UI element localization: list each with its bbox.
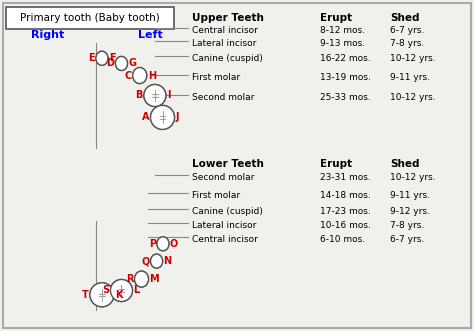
Text: N: N: [164, 256, 172, 266]
Text: 17-23 mos.: 17-23 mos.: [320, 207, 371, 216]
Text: Shed: Shed: [390, 13, 419, 23]
Text: Central incisor: Central incisor: [192, 235, 258, 244]
Text: 9-12 yrs.: 9-12 yrs.: [390, 207, 430, 216]
Text: O: O: [170, 239, 178, 249]
Text: Canine (cuspid): Canine (cuspid): [192, 207, 263, 216]
Ellipse shape: [96, 51, 108, 65]
Text: Lower Teeth: Lower Teeth: [192, 159, 264, 169]
FancyBboxPatch shape: [6, 7, 174, 29]
Ellipse shape: [90, 283, 114, 307]
Text: 16-22 mos.: 16-22 mos.: [320, 54, 371, 63]
Text: Shed: Shed: [390, 159, 419, 169]
Text: Q: Q: [141, 256, 150, 266]
Text: Second molar: Second molar: [192, 93, 255, 102]
Text: 14-18 mos.: 14-18 mos.: [320, 191, 371, 200]
Text: Lateral incisor: Lateral incisor: [192, 39, 256, 48]
Text: I: I: [167, 90, 170, 101]
Text: 9-11 yrs.: 9-11 yrs.: [390, 191, 430, 200]
Text: Central incisor: Central incisor: [192, 26, 258, 35]
Text: Second molar: Second molar: [192, 173, 255, 182]
Text: 9-13 mos.: 9-13 mos.: [320, 39, 365, 48]
Ellipse shape: [110, 279, 132, 302]
Text: Primary tooth (Baby tooth): Primary tooth (Baby tooth): [20, 13, 160, 23]
Text: R: R: [126, 274, 134, 284]
Text: T: T: [82, 290, 89, 300]
Ellipse shape: [133, 68, 147, 83]
Text: Canine (cuspid): Canine (cuspid): [192, 54, 263, 63]
FancyBboxPatch shape: [3, 3, 471, 328]
Text: F: F: [109, 53, 116, 63]
Text: 9-11 yrs.: 9-11 yrs.: [390, 73, 430, 82]
Text: B: B: [136, 90, 143, 101]
Text: 10-12 yrs.: 10-12 yrs.: [390, 93, 436, 102]
Text: E: E: [88, 53, 95, 63]
Text: 10-12 yrs.: 10-12 yrs.: [390, 173, 436, 182]
Text: K: K: [115, 290, 122, 300]
Text: L: L: [134, 285, 140, 296]
Ellipse shape: [135, 271, 148, 287]
Text: 6-7 yrs.: 6-7 yrs.: [390, 235, 424, 244]
Ellipse shape: [116, 57, 128, 71]
Ellipse shape: [144, 84, 166, 107]
Ellipse shape: [151, 254, 163, 268]
Text: 6-10 mos.: 6-10 mos.: [320, 235, 365, 244]
Text: P: P: [149, 239, 156, 249]
Text: J: J: [175, 113, 179, 122]
Ellipse shape: [133, 68, 147, 83]
Text: Erupt: Erupt: [320, 159, 352, 169]
Ellipse shape: [116, 57, 128, 71]
Text: 10-12 yrs.: 10-12 yrs.: [390, 54, 436, 63]
Ellipse shape: [157, 237, 169, 251]
Text: 25-33 mos.: 25-33 mos.: [320, 93, 371, 102]
Ellipse shape: [151, 254, 163, 268]
Text: Upper Teeth: Upper Teeth: [192, 13, 264, 23]
Text: 13-19 mos.: 13-19 mos.: [320, 73, 371, 82]
Text: A: A: [142, 113, 149, 122]
Text: M: M: [149, 274, 159, 284]
Ellipse shape: [96, 51, 108, 65]
Text: Lateral incisor: Lateral incisor: [192, 221, 256, 230]
Ellipse shape: [144, 84, 166, 107]
Text: 7-8 yrs.: 7-8 yrs.: [390, 221, 424, 230]
Ellipse shape: [151, 105, 174, 129]
Text: 7-8 yrs.: 7-8 yrs.: [390, 39, 424, 48]
Text: 8-12 mos.: 8-12 mos.: [320, 26, 365, 35]
Text: D: D: [107, 59, 115, 69]
Text: 23-31 mos.: 23-31 mos.: [320, 173, 371, 182]
Text: 10-16 mos.: 10-16 mos.: [320, 221, 371, 230]
Ellipse shape: [157, 237, 169, 251]
Text: Erupt: Erupt: [320, 13, 352, 23]
Text: Right: Right: [31, 30, 64, 40]
Text: S: S: [102, 285, 109, 296]
Text: Left: Left: [137, 30, 163, 40]
Text: 6-7 yrs.: 6-7 yrs.: [390, 26, 424, 35]
Text: H: H: [148, 71, 156, 80]
Ellipse shape: [90, 283, 114, 307]
Ellipse shape: [110, 279, 132, 302]
Ellipse shape: [151, 105, 174, 129]
Text: C: C: [125, 71, 132, 80]
Text: G: G: [128, 59, 137, 69]
Text: First molar: First molar: [192, 73, 240, 82]
Text: First molar: First molar: [192, 191, 240, 200]
Ellipse shape: [135, 271, 148, 287]
